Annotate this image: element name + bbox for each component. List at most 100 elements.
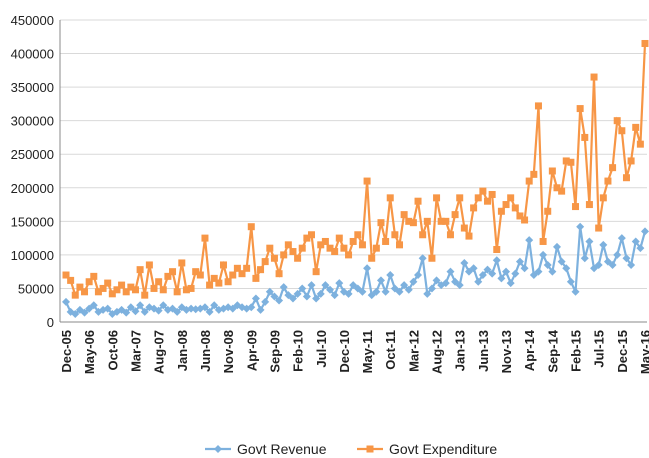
point (497, 274, 506, 283)
point (595, 224, 603, 232)
point (641, 227, 649, 236)
point (543, 260, 552, 269)
point (391, 231, 399, 239)
point (340, 244, 348, 252)
point (270, 254, 278, 262)
point (400, 211, 408, 219)
point (182, 286, 190, 294)
point (67, 276, 75, 284)
point (330, 291, 339, 300)
point (62, 271, 70, 279)
point (85, 278, 93, 286)
point (372, 287, 381, 296)
point (520, 264, 529, 273)
point (247, 223, 255, 231)
point (71, 291, 79, 299)
point (104, 279, 112, 287)
point (608, 260, 617, 269)
point (358, 287, 367, 296)
point (576, 105, 584, 113)
point (321, 237, 329, 245)
point (289, 248, 297, 256)
point (409, 277, 418, 286)
y-tick-label: 100000 (11, 248, 54, 263)
x-tick-label: Dec-10 (337, 330, 352, 373)
point (567, 158, 575, 166)
point (400, 281, 409, 290)
point (122, 308, 131, 317)
point (261, 297, 270, 306)
point (275, 296, 284, 305)
point (539, 250, 548, 259)
point (636, 140, 644, 148)
legend-label: Govt Revenue (237, 441, 327, 457)
point (363, 177, 371, 185)
series-line (65, 43, 647, 298)
x-tick-label: Dec-05 (59, 330, 74, 373)
x-tick-label: Jul-15 (592, 330, 607, 368)
point (433, 194, 441, 202)
point (525, 236, 534, 245)
x-tick-label: Aug-12 (430, 330, 445, 374)
point (428, 254, 436, 262)
point (599, 240, 608, 249)
point (488, 269, 497, 278)
point (419, 231, 427, 239)
x-tick-label: Nov-08 (221, 330, 236, 373)
point (423, 217, 431, 225)
point (441, 279, 450, 288)
point (266, 244, 274, 252)
point (169, 268, 177, 276)
point (507, 194, 515, 202)
x-tick-label: Sep-09 (267, 330, 282, 373)
point (437, 217, 445, 225)
point (576, 222, 585, 231)
point (470, 204, 478, 212)
point (126, 303, 135, 312)
point (280, 251, 288, 259)
point (99, 284, 107, 292)
point (302, 292, 311, 301)
point (159, 286, 167, 294)
point (159, 301, 168, 310)
point (140, 307, 149, 316)
point (201, 234, 209, 242)
point (590, 73, 598, 81)
x-tick-label: Nov-13 (499, 330, 514, 373)
point (515, 257, 524, 266)
point (173, 288, 181, 296)
point (484, 197, 492, 205)
point (562, 264, 571, 273)
y-tick-label: 450000 (11, 13, 54, 28)
point (552, 242, 561, 251)
point (298, 284, 307, 293)
point (317, 241, 325, 249)
point (127, 283, 135, 291)
x-tick-label: Mar-12 (406, 330, 421, 372)
point (572, 203, 580, 211)
point (90, 272, 98, 280)
point (534, 267, 543, 276)
point (200, 303, 209, 312)
point (377, 219, 385, 227)
point (247, 303, 256, 312)
point (558, 187, 566, 195)
point (284, 241, 292, 249)
point (492, 256, 501, 265)
x-tick-label: Apr-09 (244, 330, 259, 371)
point (534, 102, 542, 110)
point (307, 231, 315, 239)
point (326, 244, 334, 252)
point (395, 287, 404, 296)
y-tick-label: 200000 (11, 181, 54, 196)
point (511, 204, 519, 212)
point (224, 278, 232, 286)
point (483, 265, 492, 274)
point (618, 127, 626, 135)
point (382, 237, 390, 245)
point (548, 267, 557, 276)
point (358, 241, 366, 249)
point (493, 246, 501, 254)
point (196, 271, 204, 279)
point (331, 248, 339, 256)
